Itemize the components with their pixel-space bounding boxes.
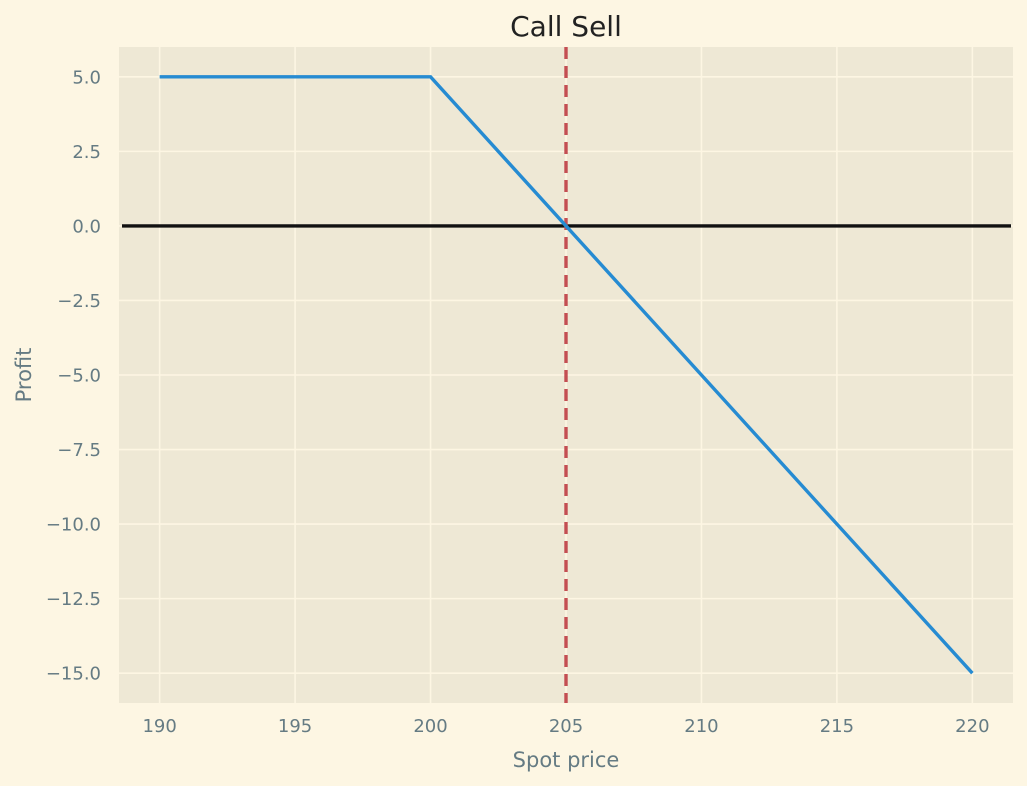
- x-tick-label: 190: [142, 716, 176, 737]
- y-tick-label: −15.0: [46, 664, 101, 685]
- x-tick-label: 210: [684, 716, 718, 737]
- profit-series-line: [159, 75, 974, 675]
- chart-title: Call Sell: [510, 10, 622, 43]
- y-tick-label: 5.0: [72, 67, 101, 88]
- x-tick-label: 205: [549, 716, 583, 737]
- x-tick-labels: 190 195 200 205 210 215 220: [142, 716, 989, 737]
- y-tick-label: 2.5: [72, 142, 101, 163]
- x-tick-label: 220: [955, 716, 989, 737]
- x-axis-label: Spot price: [513, 748, 620, 772]
- x-tick-label: 200: [413, 716, 447, 737]
- x-tick-label: 195: [278, 716, 312, 737]
- y-tick-labels: 5.0 2.5 0.0 −2.5 −5.0 −7.5 −10.0 −12.5 −15.0: [46, 67, 101, 684]
- y-tick-label: −5.0: [57, 366, 101, 387]
- y-tick-label: −10.0: [46, 515, 101, 536]
- y-tick-label: −7.5: [57, 440, 101, 461]
- x-tick-label: 215: [820, 716, 854, 737]
- y-tick-label: 0.0: [72, 216, 101, 237]
- y-axis-label: Profit: [12, 348, 36, 403]
- y-tick-label: −2.5: [57, 291, 101, 312]
- y-tick-label: −12.5: [46, 589, 101, 610]
- series-layer: [159, 75, 974, 675]
